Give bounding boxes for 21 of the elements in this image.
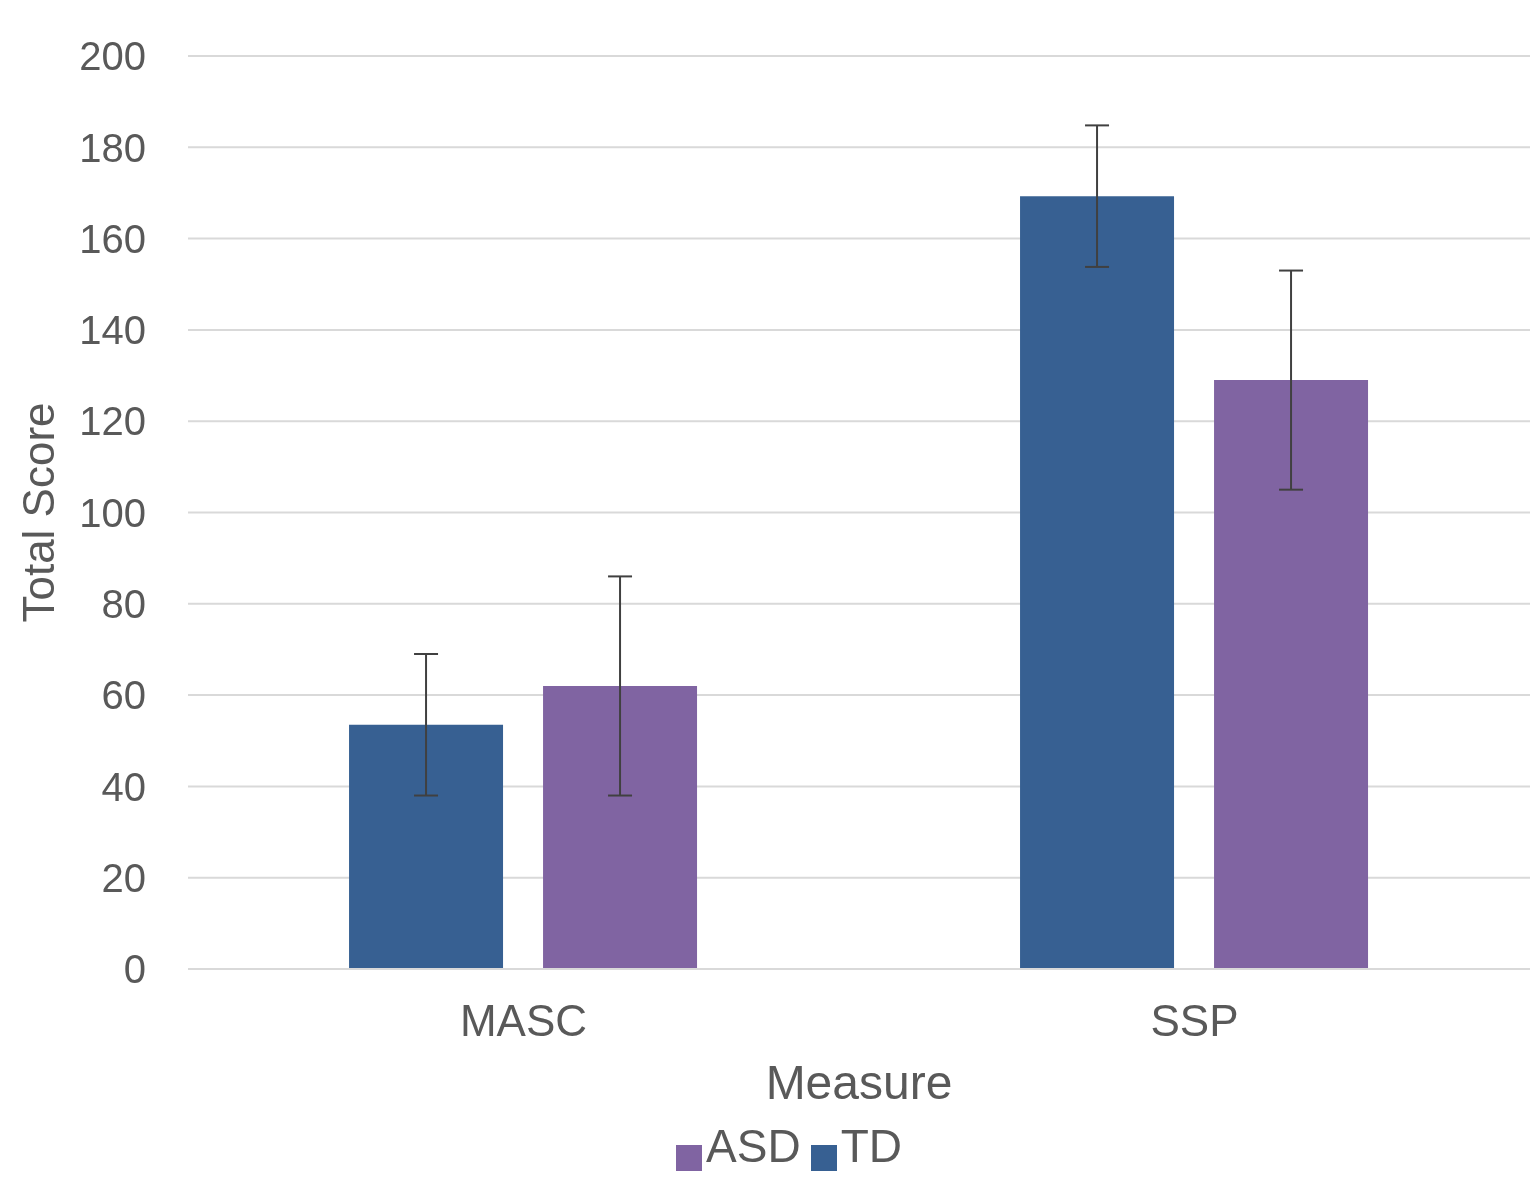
y-tick-label: 160 bbox=[79, 216, 146, 261]
y-tick-label: 60 bbox=[101, 673, 146, 718]
y-tick-label: 200 bbox=[79, 34, 146, 79]
y-axis-title: Total Score bbox=[13, 402, 63, 623]
bar bbox=[1214, 380, 1369, 969]
y-tick-label: 120 bbox=[79, 399, 146, 444]
bar bbox=[349, 724, 504, 969]
y-tick-label: 20 bbox=[101, 855, 146, 900]
y-tick-label: 40 bbox=[101, 764, 146, 809]
legend-label: ASD bbox=[706, 1120, 801, 1172]
bar bbox=[1020, 196, 1175, 969]
x-tick-label: MASC bbox=[459, 996, 588, 1046]
y-tick-label: 80 bbox=[101, 582, 146, 626]
legend-label: TD bbox=[840, 1120, 902, 1172]
y-tick-label: 100 bbox=[79, 490, 146, 535]
y-tick-label: 180 bbox=[79, 125, 146, 170]
x-axis-title: Measure bbox=[765, 1056, 953, 1109]
bar bbox=[543, 685, 698, 969]
y-tick-label: 0 bbox=[123, 947, 146, 992]
x-tick-label: SSP bbox=[1150, 996, 1239, 1046]
y-tick-label: 140 bbox=[79, 308, 146, 353]
